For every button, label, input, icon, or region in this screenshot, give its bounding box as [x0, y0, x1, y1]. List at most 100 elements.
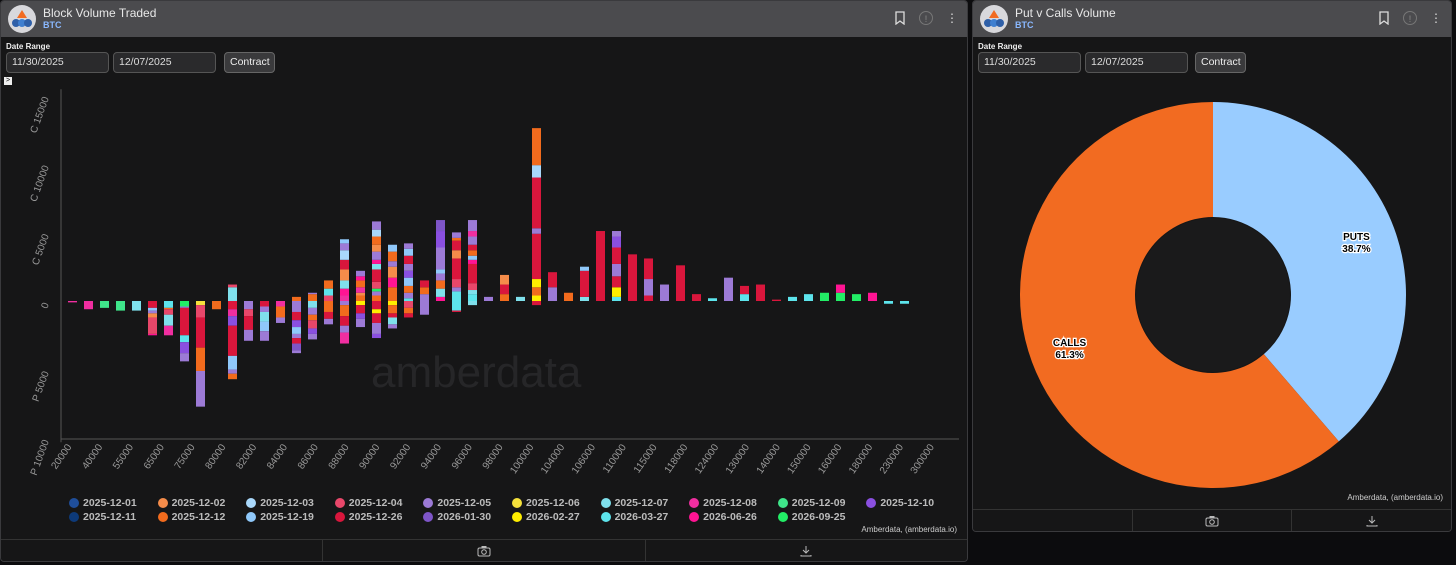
bar-segment[interactable] [356, 313, 365, 319]
bar-segment[interactable] [388, 266, 397, 278]
bar-segment[interactable] [340, 305, 349, 317]
bar-segment[interactable] [196, 305, 205, 318]
bar-segment[interactable] [244, 329, 253, 341]
bar-segment[interactable] [404, 292, 413, 299]
bar-segment[interactable] [260, 321, 269, 332]
bar-segment[interactable] [660, 284, 669, 301]
bar-segment[interactable] [324, 318, 333, 325]
bar-segment[interactable] [468, 294, 477, 301]
bar-segment[interactable] [708, 298, 717, 301]
bar-segment[interactable] [548, 272, 557, 288]
bar-segment[interactable] [388, 287, 397, 301]
bar-segment[interactable] [404, 263, 413, 271]
bar-segment[interactable] [612, 263, 621, 277]
bar-segment[interactable] [436, 247, 445, 270]
bar-segment[interactable] [68, 301, 77, 303]
bar-segment[interactable] [452, 250, 461, 259]
bar-segment[interactable] [468, 290, 477, 295]
bar-segment[interactable] [692, 294, 701, 301]
bar-segment[interactable] [452, 240, 461, 251]
bar-segment[interactable] [164, 325, 173, 336]
bar-segment[interactable] [180, 342, 189, 354]
bar-segment[interactable] [452, 287, 461, 292]
bar-segment[interactable] [372, 301, 381, 310]
bar-segment[interactable] [596, 231, 605, 301]
bar-segment[interactable] [180, 306, 189, 308]
bar-segment[interactable] [436, 280, 445, 289]
bar-segment[interactable] [372, 244, 381, 252]
bar-segment[interactable] [836, 292, 845, 301]
bar-segment[interactable] [164, 309, 173, 315]
bar-segment[interactable] [372, 309, 381, 314]
bar-segment[interactable] [404, 301, 413, 308]
bar-segment[interactable] [468, 255, 477, 260]
bar-segment[interactable] [564, 292, 573, 301]
bar-segment[interactable] [356, 305, 365, 314]
bar-segment[interactable] [404, 285, 413, 293]
bar-segment[interactable] [292, 338, 301, 344]
bar-segment[interactable] [404, 243, 413, 249]
bar-segment[interactable] [452, 310, 461, 312]
bar-segment[interactable] [532, 128, 541, 166]
legend-item[interactable]: 2025-12-04 [334, 497, 424, 509]
bar-segment[interactable] [324, 311, 333, 319]
bar-segment[interactable] [308, 292, 317, 295]
bar-segment[interactable] [132, 301, 141, 311]
bar-segment[interactable] [228, 287, 237, 301]
bar-segment[interactable] [260, 311, 269, 322]
bar-segment[interactable] [148, 313, 157, 318]
bar-segment[interactable] [612, 231, 621, 237]
bar-segment[interactable] [308, 307, 317, 315]
bar-segment[interactable] [356, 318, 365, 328]
bar-segment[interactable] [900, 301, 909, 304]
bar-segment[interactable] [404, 270, 413, 278]
bar-segment[interactable] [308, 314, 317, 321]
bar-segment[interactable] [484, 296, 493, 301]
bar-segment[interactable] [436, 288, 445, 297]
bar-segment[interactable] [308, 328, 317, 334]
legend-item[interactable]: 2025-12-10 [866, 497, 955, 509]
bar-segment[interactable] [116, 301, 125, 311]
bar-segment[interactable] [372, 269, 381, 282]
bar-segment[interactable] [84, 301, 93, 310]
bar-segment[interactable] [356, 270, 365, 277]
bar-segment[interactable] [276, 301, 285, 307]
bar-segment[interactable] [356, 280, 365, 288]
bookmark-icon[interactable] [893, 11, 907, 25]
bar-segment[interactable] [228, 301, 237, 310]
pie-slice-calls[interactable] [1020, 102, 1339, 488]
bar-segment[interactable] [532, 165, 541, 178]
bar-segment[interactable] [180, 335, 189, 343]
bar-segment[interactable] [644, 279, 653, 296]
bar-segment[interactable] [340, 325, 349, 333]
bar-segment[interactable] [500, 274, 509, 285]
bar-segment[interactable] [580, 270, 589, 297]
legend-item[interactable]: 2025-12-11 [69, 511, 158, 523]
bar-segment[interactable] [340, 316, 349, 326]
bar-segment[interactable] [292, 327, 301, 334]
bar-segment[interactable] [372, 281, 381, 289]
bar-segment[interactable] [772, 299, 781, 301]
bar-segment[interactable] [356, 295, 365, 301]
bar-segment[interactable] [228, 325, 237, 356]
bar-segment[interactable] [404, 298, 413, 301]
bar-segment[interactable] [260, 331, 269, 341]
bar-segment[interactable] [196, 317, 205, 348]
legend-item[interactable]: 2025-12-01 [69, 497, 158, 509]
expand-toggle-icon[interactable]: > [4, 77, 12, 85]
bar-segment[interactable] [356, 287, 365, 293]
download-button[interactable] [646, 540, 967, 561]
bar-segment[interactable] [452, 301, 461, 311]
bar-segment[interactable] [884, 301, 893, 304]
legend-item[interactable]: 2026-03-27 [600, 511, 690, 523]
legend-item[interactable]: 2026-06-26 [689, 511, 778, 523]
legend-item[interactable]: 2026-01-30 [423, 511, 512, 523]
bar-segment[interactable] [196, 370, 205, 407]
bar-segment[interactable] [308, 301, 317, 308]
bar-segment[interactable] [740, 294, 749, 301]
bar-segment[interactable] [404, 313, 413, 318]
bar-segment[interactable] [468, 259, 477, 264]
bar-segment[interactable] [756, 284, 765, 301]
bar-segment[interactable] [452, 279, 461, 288]
contract-button[interactable]: Contract [1195, 52, 1246, 73]
